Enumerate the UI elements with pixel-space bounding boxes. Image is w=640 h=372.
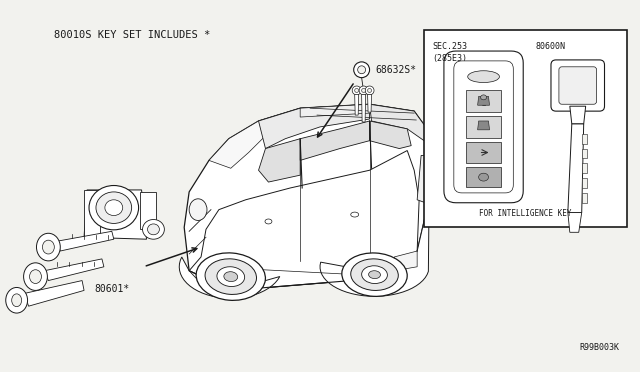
- Ellipse shape: [224, 272, 237, 282]
- Polygon shape: [582, 193, 587, 203]
- Polygon shape: [58, 231, 114, 251]
- Polygon shape: [320, 200, 429, 296]
- Polygon shape: [24, 280, 84, 306]
- Polygon shape: [179, 257, 280, 298]
- Polygon shape: [582, 178, 587, 188]
- FancyBboxPatch shape: [444, 51, 524, 203]
- Text: (285E3): (285E3): [432, 54, 467, 63]
- Ellipse shape: [359, 86, 368, 95]
- Ellipse shape: [342, 253, 407, 296]
- Ellipse shape: [147, 224, 159, 235]
- Polygon shape: [582, 134, 587, 144]
- Ellipse shape: [354, 62, 369, 78]
- Polygon shape: [184, 104, 431, 291]
- Ellipse shape: [369, 271, 380, 279]
- Polygon shape: [582, 163, 587, 173]
- Polygon shape: [84, 190, 100, 237]
- Bar: [466, 167, 501, 187]
- Text: 🔒: 🔒: [481, 98, 486, 105]
- Polygon shape: [259, 139, 300, 182]
- Polygon shape: [362, 94, 365, 122]
- Text: R99B003K: R99B003K: [579, 343, 620, 353]
- Polygon shape: [140, 192, 156, 230]
- Bar: [466, 116, 501, 138]
- Text: FOR INTELLIGENCE KEY: FOR INTELLIGENCE KEY: [479, 209, 572, 218]
- Text: 80601*: 80601*: [94, 283, 129, 294]
- Polygon shape: [417, 155, 431, 205]
- Ellipse shape: [143, 219, 164, 239]
- Polygon shape: [477, 121, 490, 130]
- Bar: [466, 90, 501, 112]
- Ellipse shape: [358, 66, 365, 74]
- Ellipse shape: [89, 186, 139, 230]
- Polygon shape: [44, 259, 104, 280]
- Ellipse shape: [468, 71, 499, 83]
- Ellipse shape: [481, 95, 486, 100]
- Polygon shape: [568, 212, 582, 232]
- Ellipse shape: [217, 267, 244, 286]
- Ellipse shape: [355, 89, 358, 92]
- Polygon shape: [570, 106, 586, 124]
- Polygon shape: [84, 190, 147, 239]
- Text: 80600N: 80600N: [535, 42, 565, 51]
- Ellipse shape: [12, 294, 22, 307]
- Polygon shape: [367, 94, 372, 112]
- Ellipse shape: [29, 270, 42, 283]
- Ellipse shape: [42, 240, 54, 254]
- Ellipse shape: [189, 199, 207, 221]
- FancyBboxPatch shape: [551, 60, 605, 111]
- Polygon shape: [582, 148, 587, 158]
- Ellipse shape: [265, 219, 272, 224]
- Polygon shape: [209, 108, 300, 168]
- Ellipse shape: [96, 192, 132, 224]
- Polygon shape: [189, 151, 419, 291]
- Polygon shape: [394, 251, 417, 271]
- Text: 68632S*: 68632S*: [376, 65, 417, 75]
- Polygon shape: [369, 121, 412, 148]
- Ellipse shape: [24, 263, 47, 291]
- Ellipse shape: [196, 253, 266, 300]
- Ellipse shape: [105, 200, 123, 215]
- FancyBboxPatch shape: [454, 61, 513, 193]
- Bar: [466, 142, 501, 163]
- Ellipse shape: [367, 89, 372, 92]
- FancyBboxPatch shape: [559, 67, 596, 104]
- Bar: [424, 31, 627, 227]
- Ellipse shape: [36, 233, 60, 261]
- Ellipse shape: [352, 86, 361, 95]
- Ellipse shape: [351, 212, 358, 217]
- Polygon shape: [300, 104, 419, 119]
- Polygon shape: [369, 104, 427, 141]
- Polygon shape: [568, 124, 584, 212]
- Ellipse shape: [351, 259, 398, 291]
- Text: 80010S KEY SET INCLUDES *: 80010S KEY SET INCLUDES *: [54, 31, 211, 40]
- Polygon shape: [259, 104, 369, 148]
- Ellipse shape: [479, 173, 488, 181]
- Ellipse shape: [365, 86, 374, 95]
- Polygon shape: [477, 96, 490, 105]
- Polygon shape: [355, 94, 358, 115]
- Ellipse shape: [362, 266, 387, 283]
- Polygon shape: [300, 121, 369, 160]
- Ellipse shape: [362, 89, 365, 92]
- Ellipse shape: [6, 288, 28, 313]
- Text: SEC.253: SEC.253: [432, 42, 467, 51]
- Ellipse shape: [205, 259, 257, 294]
